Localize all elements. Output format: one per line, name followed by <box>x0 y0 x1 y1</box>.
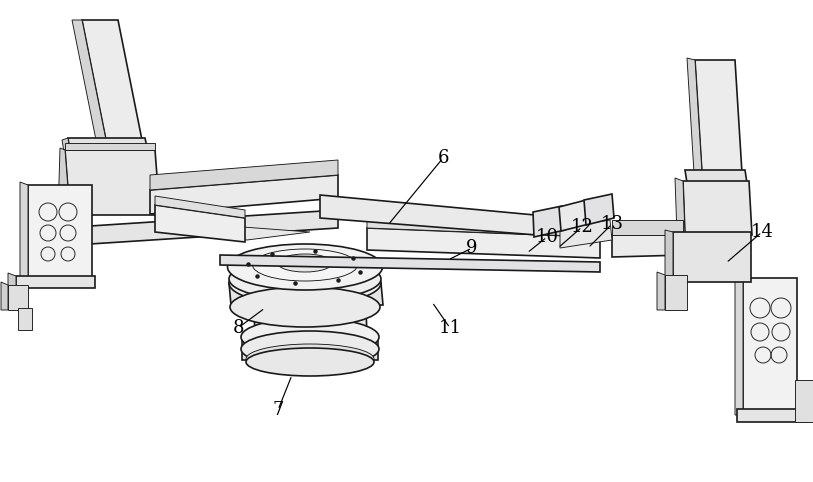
Polygon shape <box>685 170 747 183</box>
Polygon shape <box>584 194 614 225</box>
Text: 7: 7 <box>272 401 284 419</box>
Polygon shape <box>367 228 600 258</box>
Ellipse shape <box>277 254 333 272</box>
Polygon shape <box>58 148 70 215</box>
Text: 8: 8 <box>233 319 244 337</box>
Polygon shape <box>675 178 685 235</box>
Polygon shape <box>673 232 751 282</box>
Text: 11: 11 <box>438 319 462 337</box>
Polygon shape <box>150 175 338 214</box>
Ellipse shape <box>241 318 379 356</box>
Polygon shape <box>8 285 28 310</box>
Polygon shape <box>1 282 8 310</box>
Polygon shape <box>220 255 600 272</box>
Polygon shape <box>90 210 338 244</box>
Polygon shape <box>803 412 810 422</box>
Polygon shape <box>560 220 612 248</box>
Polygon shape <box>242 337 378 360</box>
Polygon shape <box>8 273 16 288</box>
Polygon shape <box>20 182 28 282</box>
Ellipse shape <box>230 287 380 327</box>
Ellipse shape <box>229 261 381 305</box>
Polygon shape <box>65 143 155 150</box>
Polygon shape <box>743 278 797 415</box>
Polygon shape <box>687 58 702 173</box>
Polygon shape <box>72 20 106 140</box>
Ellipse shape <box>246 348 374 376</box>
Polygon shape <box>68 138 148 152</box>
Polygon shape <box>735 276 743 415</box>
Polygon shape <box>367 220 600 237</box>
Polygon shape <box>612 220 683 235</box>
Polygon shape <box>65 150 160 215</box>
Text: 13: 13 <box>601 215 624 233</box>
Ellipse shape <box>246 344 374 374</box>
Polygon shape <box>229 283 383 305</box>
Ellipse shape <box>229 258 381 300</box>
Polygon shape <box>28 185 92 282</box>
Ellipse shape <box>228 244 382 290</box>
Polygon shape <box>683 181 752 235</box>
Polygon shape <box>737 409 803 422</box>
Polygon shape <box>160 222 310 240</box>
Polygon shape <box>657 272 665 310</box>
Text: 9: 9 <box>466 239 478 257</box>
Polygon shape <box>253 285 367 335</box>
Polygon shape <box>612 235 685 257</box>
Polygon shape <box>18 308 32 330</box>
Polygon shape <box>82 20 142 140</box>
Polygon shape <box>665 275 687 310</box>
Text: 6: 6 <box>437 149 449 167</box>
Polygon shape <box>559 200 589 231</box>
Ellipse shape <box>253 249 358 281</box>
Polygon shape <box>533 206 565 237</box>
Polygon shape <box>695 60 742 173</box>
Text: 12: 12 <box>571 218 593 236</box>
Text: 14: 14 <box>750 223 773 241</box>
Polygon shape <box>155 196 245 218</box>
Polygon shape <box>795 380 813 422</box>
Polygon shape <box>665 230 673 282</box>
Text: 10: 10 <box>536 228 559 246</box>
Polygon shape <box>155 205 245 242</box>
Ellipse shape <box>241 331 379 367</box>
Polygon shape <box>150 160 338 190</box>
Polygon shape <box>62 138 70 152</box>
Polygon shape <box>16 276 95 288</box>
Polygon shape <box>320 195 537 235</box>
